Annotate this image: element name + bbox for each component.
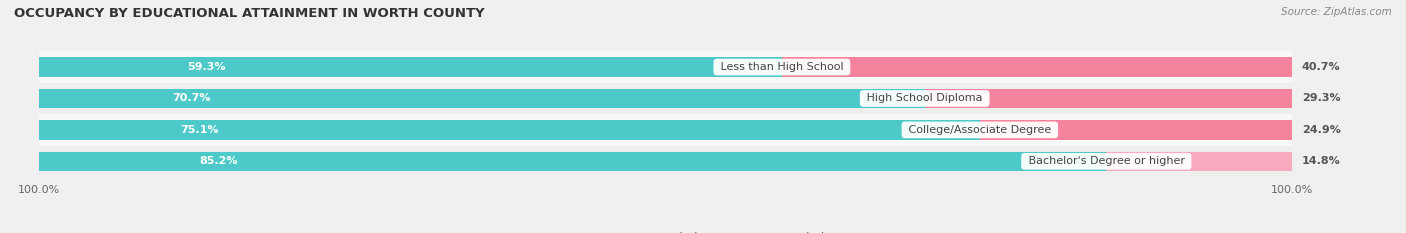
Text: 75.1%: 75.1% [180,125,219,135]
Text: 40.7%: 40.7% [1302,62,1340,72]
Legend: Owner-occupied, Renter-occupied: Owner-occupied, Renter-occupied [576,228,830,233]
Text: College/Associate Degree: College/Associate Degree [905,125,1054,135]
Text: 24.9%: 24.9% [1302,125,1341,135]
Bar [39,83,1292,114]
Text: 70.7%: 70.7% [172,93,211,103]
Text: 29.3%: 29.3% [1302,93,1340,103]
Text: 59.3%: 59.3% [187,62,226,72]
Text: 85.2%: 85.2% [200,156,238,166]
Bar [39,89,925,108]
Text: 14.8%: 14.8% [1302,156,1340,166]
Bar [39,51,1292,83]
Text: Less than High School: Less than High School [717,62,846,72]
Text: Source: ZipAtlas.com: Source: ZipAtlas.com [1281,7,1392,17]
Bar [1107,152,1292,171]
Bar [39,152,1107,171]
Text: OCCUPANCY BY EDUCATIONAL ATTAINMENT IN WORTH COUNTY: OCCUPANCY BY EDUCATIONAL ATTAINMENT IN W… [14,7,485,20]
Text: High School Diploma: High School Diploma [863,93,986,103]
Bar [39,57,782,77]
Bar [39,146,1292,177]
Bar [782,57,1292,77]
Bar [980,120,1292,140]
Bar [39,114,1292,146]
Bar [39,120,980,140]
Bar [925,89,1292,108]
Text: Bachelor's Degree or higher: Bachelor's Degree or higher [1025,156,1188,166]
